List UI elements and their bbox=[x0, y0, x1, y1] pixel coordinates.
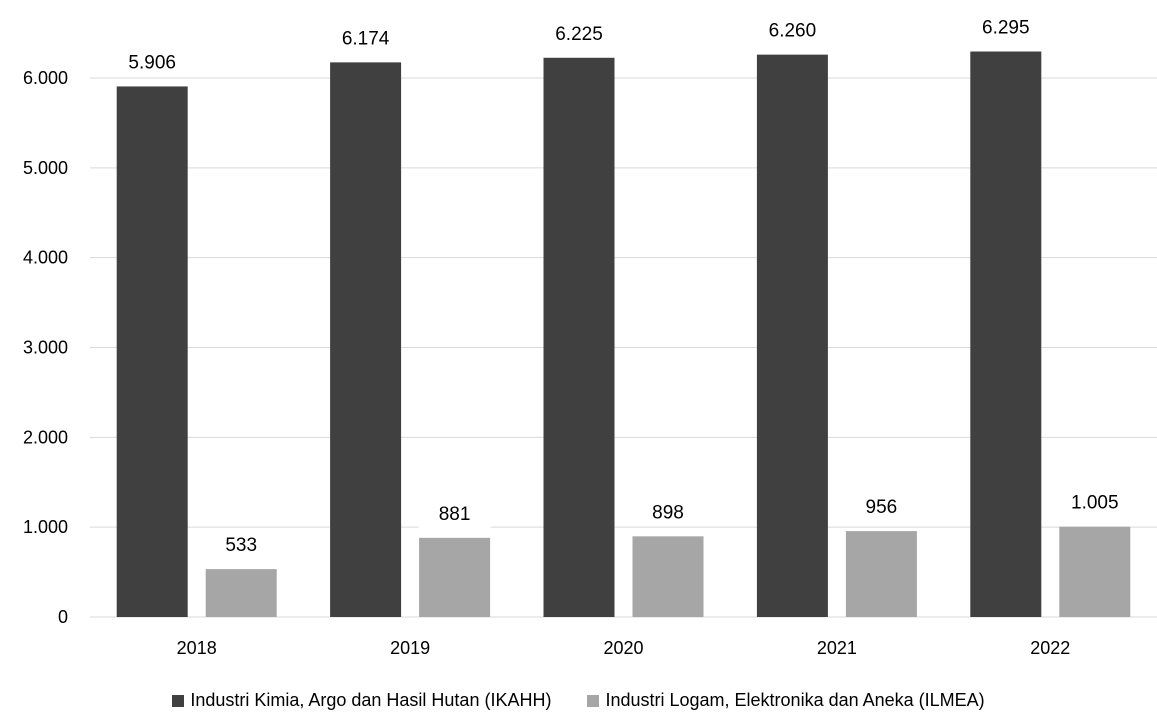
data-label: 6.295 bbox=[982, 17, 1030, 38]
data-label-bg bbox=[969, 13, 1042, 42]
legend-item-ilmea: Industri Logam, Elektronika dan Aneka (I… bbox=[587, 690, 985, 711]
data-label-bg bbox=[1058, 488, 1131, 517]
legend-swatch-ikahh bbox=[172, 694, 185, 707]
legend-label-ikahh: Industri Kimia, Argo dan Hasil Hutan (IK… bbox=[190, 690, 552, 710]
bar-ikahh-2018 bbox=[116, 86, 188, 617]
bar-ilmea-2022 bbox=[1059, 526, 1131, 617]
bar-ilmea-2018 bbox=[205, 569, 277, 617]
data-label-bg bbox=[418, 499, 491, 528]
x-tick-label-2020: 2020 bbox=[603, 638, 643, 658]
data-label: 6.174 bbox=[342, 28, 390, 49]
y-tick-label: 3.000 bbox=[23, 338, 68, 358]
y-tick-label: 5.000 bbox=[23, 158, 68, 178]
data-label: 956 bbox=[866, 497, 898, 518]
bar-ilmea-2021 bbox=[845, 531, 917, 617]
bar-ikahh-2020 bbox=[543, 57, 615, 618]
legend-item-ikahh: Industri Kimia, Argo dan Hasil Hutan (IK… bbox=[172, 690, 551, 711]
legend: Industri Kimia, Argo dan Hasil Hutan (IK… bbox=[0, 690, 1157, 711]
y-tick-label: 1.000 bbox=[23, 517, 68, 537]
x-axis: 2018 2019 2020 2021 2022 bbox=[177, 638, 1071, 658]
data-label: 1.005 bbox=[1071, 493, 1119, 514]
y-tick-label: 4.000 bbox=[23, 248, 68, 268]
data-label-bg bbox=[329, 24, 402, 53]
bar-ilmea-2020 bbox=[632, 536, 704, 617]
bar-ilmea-2019 bbox=[419, 537, 491, 617]
x-tick-label-2022: 2022 bbox=[1030, 638, 1070, 658]
data-label: 6.260 bbox=[769, 21, 817, 42]
y-axis: 0 1.000 2.000 3.000 4.000 5.000 6.000 bbox=[23, 68, 68, 627]
legend-swatch-ilmea bbox=[587, 694, 600, 707]
x-tick-label-2021: 2021 bbox=[817, 638, 857, 658]
bar-chart: 0 1.000 2.000 3.000 4.000 5.000 6.000 5.906 533… bbox=[22, 13, 1157, 658]
data-label-bg bbox=[845, 493, 918, 522]
data-label-bg bbox=[632, 498, 704, 527]
gridlines bbox=[90, 77, 1157, 618]
bar-ikahh-2019 bbox=[330, 62, 402, 617]
data-label: 6.225 bbox=[555, 24, 603, 45]
data-label: 5.906 bbox=[128, 52, 176, 73]
x-tick-label-2019: 2019 bbox=[390, 638, 430, 658]
bar-ikahh-2021 bbox=[756, 54, 828, 618]
bar-ikahh-2022 bbox=[970, 51, 1042, 618]
data-label-bg bbox=[543, 19, 615, 48]
y-tick-label: 0 bbox=[58, 607, 68, 627]
data-label-bg bbox=[116, 48, 189, 77]
data-label-bg bbox=[756, 16, 829, 45]
data-label: 898 bbox=[652, 502, 684, 523]
data-label: 533 bbox=[225, 535, 257, 556]
x-tick-label-2018: 2018 bbox=[177, 638, 217, 658]
data-label-bg bbox=[205, 531, 278, 560]
y-tick-label: 6.000 bbox=[23, 68, 68, 88]
bars: 5.906 533 6.174 881 6.225 898 6.260 956 6.295 1.0… bbox=[116, 13, 1131, 618]
legend-label-ilmea: Industri Logam, Elektronika dan Aneka (I… bbox=[605, 690, 985, 710]
y-tick-label: 2.000 bbox=[23, 427, 68, 447]
data-label: 881 bbox=[439, 504, 471, 525]
